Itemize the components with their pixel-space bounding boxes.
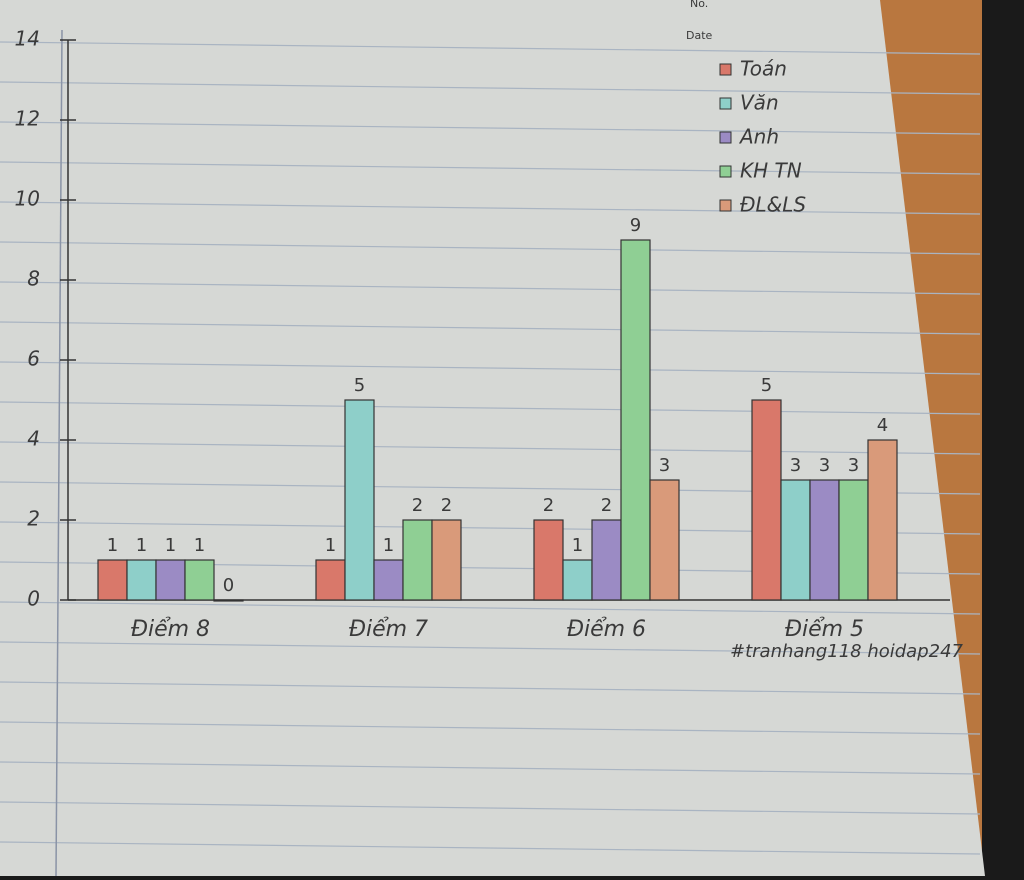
legend-swatch: [719, 131, 732, 144]
no-label: No.: [690, 0, 708, 10]
paper-line: [0, 841, 981, 855]
data-label: 2: [412, 495, 423, 516]
paper-line: [0, 401, 981, 415]
y-tick-label: 8: [27, 267, 40, 291]
legend-label: Anh: [738, 125, 779, 149]
x-tick-label: Điểm 8: [131, 617, 210, 642]
paper-line: [0, 81, 981, 95]
bar: [97, 559, 128, 601]
data-label: 1: [572, 535, 583, 556]
margin-line: [55, 29, 63, 877]
x-tick-label: Điểm 6: [567, 617, 646, 642]
y-tick-label: 0: [27, 587, 40, 611]
data-label: 5: [354, 375, 365, 396]
paper-line: [0, 241, 981, 255]
bar: [344, 399, 375, 601]
data-label: 5: [761, 375, 772, 396]
bar: [155, 559, 186, 601]
bar: [431, 519, 462, 601]
data-label: 3: [790, 455, 801, 476]
data-label: 1: [325, 535, 336, 556]
legend-label: ĐL&LS: [740, 193, 806, 217]
paper-line: [0, 721, 981, 735]
y-tick-label: 2: [27, 507, 40, 531]
data-label: 1: [383, 535, 394, 556]
y-tick-label: 4: [27, 427, 40, 451]
bar: [838, 479, 869, 601]
bar: [184, 559, 215, 601]
data-label: 2: [601, 495, 612, 516]
data-label: 2: [543, 495, 554, 516]
bar: [809, 479, 840, 601]
x-tick-label: Điểm 5: [785, 617, 864, 642]
legend-swatch: [719, 199, 732, 212]
y-tick-label: 14: [15, 27, 40, 51]
paper-line: [0, 441, 981, 455]
paper-line: [0, 281, 981, 295]
paper-line: [0, 641, 981, 655]
data-label: 1: [165, 535, 176, 556]
legend-label: Văn: [740, 91, 779, 115]
paper-line: [0, 681, 981, 695]
paper: [0, 0, 985, 876]
bar: [620, 239, 651, 601]
paper-line: [0, 201, 981, 215]
legend-swatch: [719, 97, 732, 110]
legend-swatch: [719, 63, 732, 76]
bar: [649, 479, 680, 601]
paper-line: [0, 601, 981, 615]
legend-label: Toán: [740, 57, 787, 81]
data-label: 3: [659, 455, 670, 476]
y-tick-label: 6: [27, 347, 40, 371]
y-tick-label: 12: [15, 107, 40, 131]
paper-lines: [0, 29, 981, 877]
bar: [373, 559, 404, 601]
data-label: 0: [223, 575, 234, 596]
bar: [126, 559, 157, 601]
paper-line: [0, 161, 981, 175]
paper-line: [0, 41, 981, 55]
bar: [533, 519, 564, 601]
bar: [213, 599, 244, 602]
data-label: 3: [848, 455, 859, 476]
y-tick-label: 10: [15, 187, 40, 211]
data-label: 2: [441, 495, 452, 516]
data-label: 1: [194, 535, 205, 556]
paper-line: [0, 121, 981, 135]
bar: [402, 519, 433, 601]
data-label: 4: [877, 415, 888, 436]
legend-label: KH TN: [740, 159, 802, 183]
data-label: 3: [819, 455, 830, 476]
paper-line: [0, 761, 981, 775]
date-label: Date: [686, 29, 713, 42]
watermark: #tranhang118 hoidap247: [730, 641, 964, 662]
bar: [315, 559, 346, 601]
data-label: 9: [630, 215, 641, 236]
data-label: 1: [136, 535, 147, 556]
bar: [591, 519, 622, 601]
bar: [751, 399, 782, 601]
bar: [867, 439, 898, 601]
x-tick-label: Điểm 7: [349, 617, 428, 642]
bar: [562, 559, 593, 601]
paper-line: [0, 361, 981, 375]
paper-line: [0, 321, 981, 335]
data-label: 1: [107, 535, 118, 556]
bar: [780, 479, 811, 601]
paper-line: [0, 801, 981, 815]
legend-swatch: [719, 165, 732, 178]
